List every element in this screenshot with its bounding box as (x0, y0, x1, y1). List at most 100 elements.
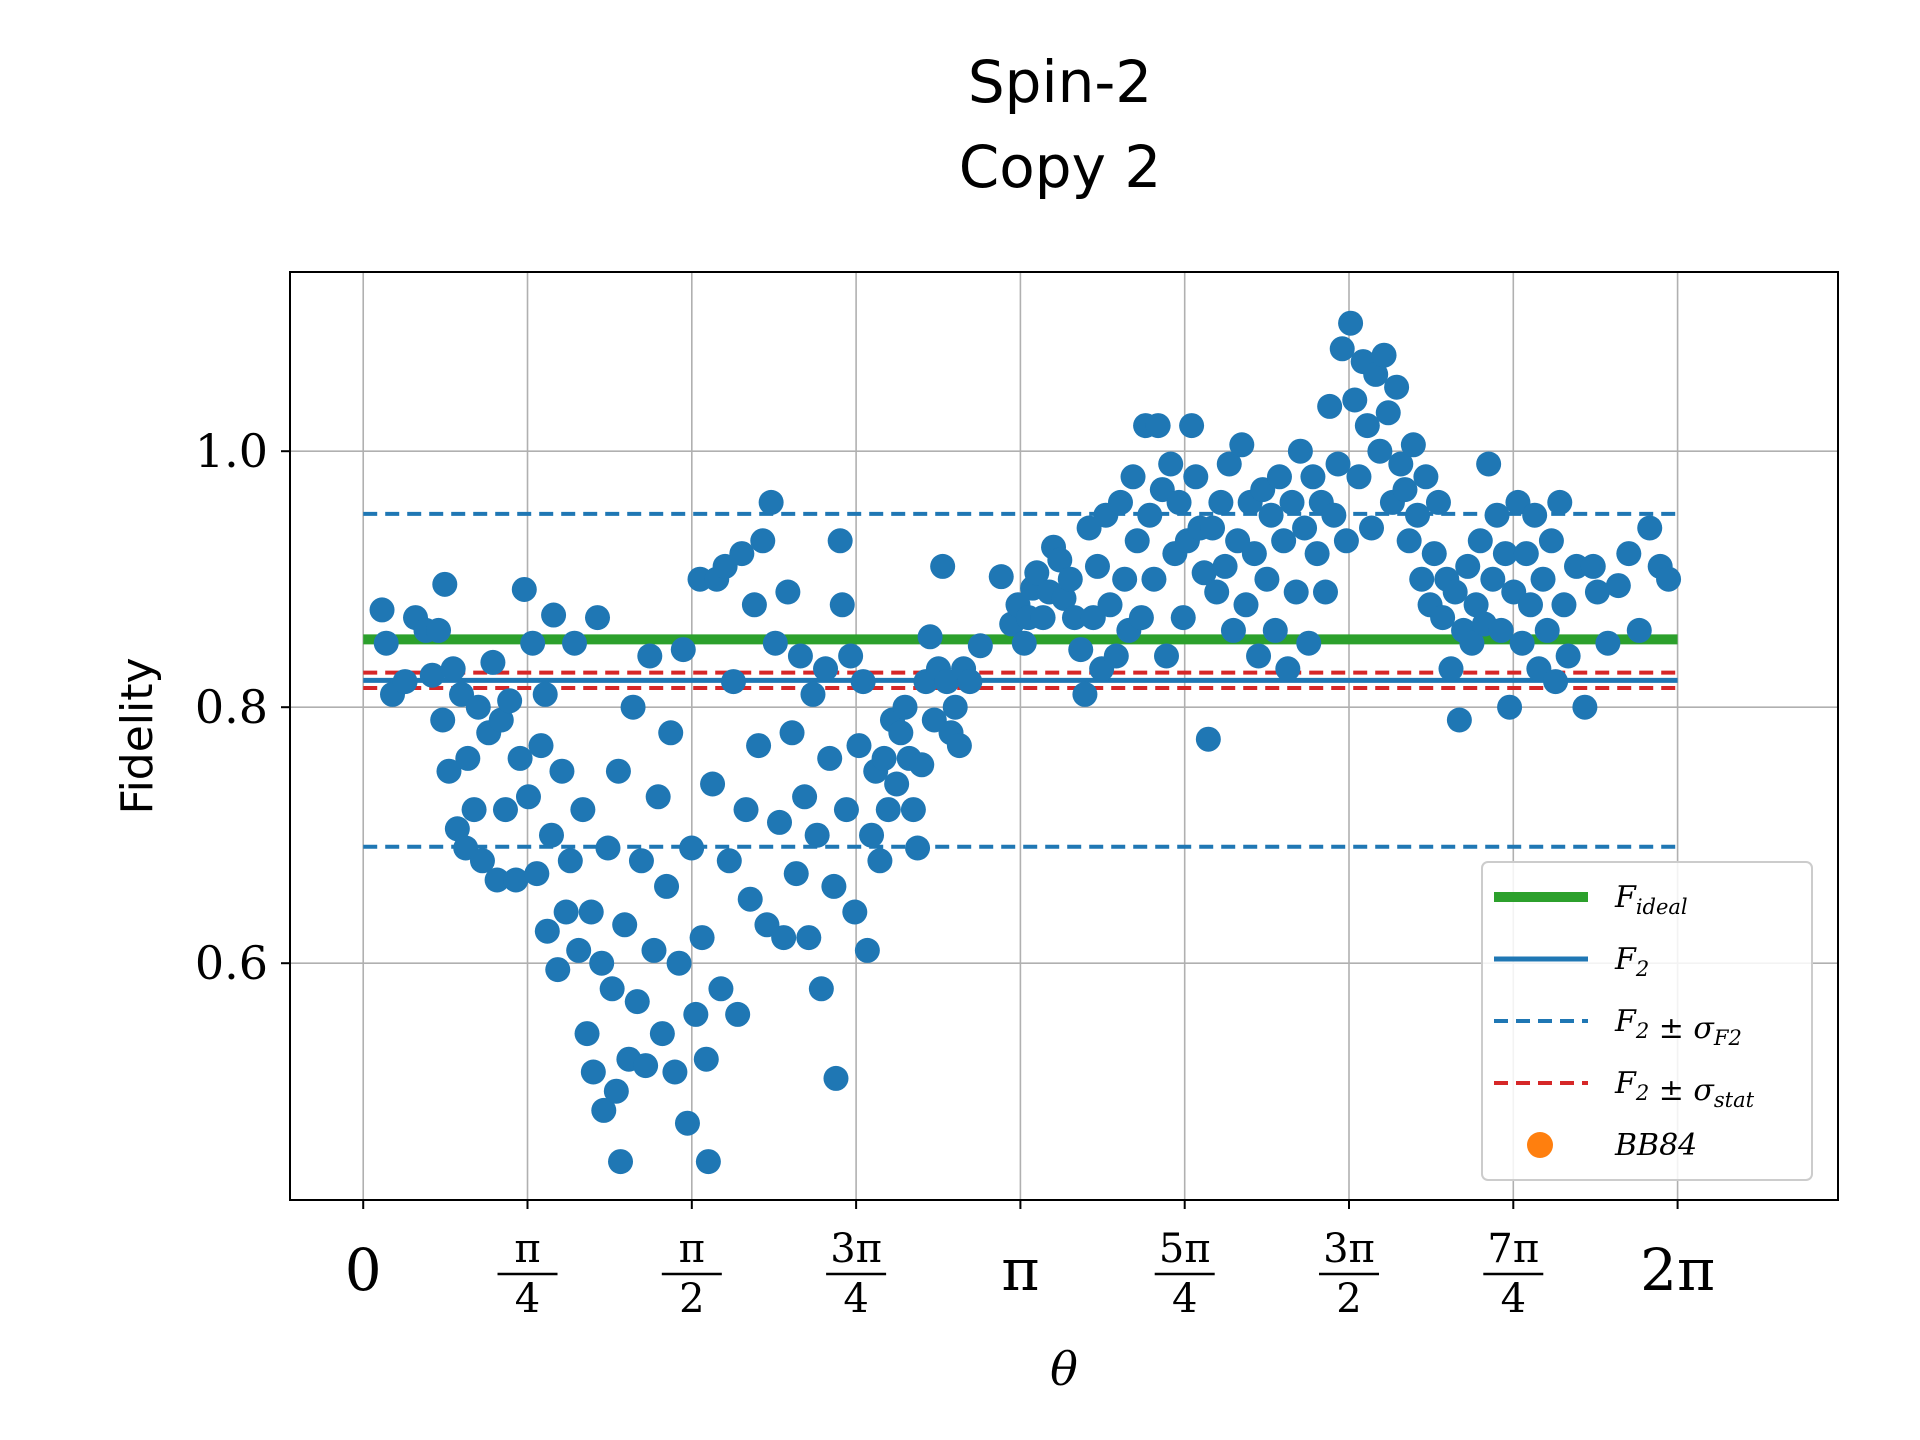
data-point (1551, 592, 1577, 618)
x-tick-label-denominator: 4 (843, 1276, 868, 1322)
data-point (679, 835, 705, 861)
data-point (833, 797, 859, 823)
data-point (503, 867, 529, 893)
data-point (1442, 579, 1468, 605)
chart-title-line-1: Spin-2 (968, 48, 1152, 116)
data-point (1547, 489, 1573, 515)
data-point (695, 1149, 721, 1175)
data-point (662, 1059, 688, 1085)
data-point (1212, 553, 1238, 579)
data-point (524, 861, 550, 887)
data-point (750, 528, 776, 554)
data-point (1030, 605, 1056, 631)
y-tick-label: 1.0 (195, 424, 268, 478)
data-point (430, 707, 456, 733)
data-point (693, 1046, 719, 1072)
data-point (808, 976, 834, 1002)
data-point (871, 745, 897, 771)
data-point (1266, 464, 1292, 490)
data-point (1271, 528, 1297, 554)
data-point (1051, 585, 1077, 611)
data-point (729, 541, 755, 567)
data-point (867, 848, 893, 874)
data-point (520, 630, 546, 656)
data-point (850, 669, 876, 695)
data-point (1254, 566, 1280, 592)
data-point (1497, 694, 1523, 720)
legend-label: F2 ± σstat (1614, 1066, 1755, 1112)
data-point (528, 733, 554, 759)
data-point (553, 899, 579, 925)
data-point (1530, 566, 1556, 592)
data-point (700, 771, 726, 797)
data-point (1421, 541, 1447, 567)
data-point (628, 848, 654, 874)
data-point (1580, 553, 1606, 579)
data-point (917, 624, 943, 650)
data-point (578, 899, 604, 925)
data-point (645, 784, 671, 810)
data-point (1317, 393, 1343, 419)
data-point (875, 797, 901, 823)
data-point (1484, 502, 1510, 528)
data-point (1359, 515, 1385, 541)
data-point (737, 886, 763, 912)
data-point (620, 694, 646, 720)
legend-marker-dot (1527, 1132, 1553, 1158)
data-point (1626, 617, 1652, 643)
data-point (1191, 560, 1217, 586)
data-point (1480, 566, 1506, 592)
y-tick-label: 0.6 (195, 936, 268, 990)
data-point (654, 873, 680, 899)
data-point (541, 602, 567, 628)
data-point (497, 688, 523, 714)
data-point (733, 797, 759, 823)
data-point (1300, 464, 1326, 490)
data-point (900, 797, 926, 823)
data-point (666, 950, 692, 976)
data-point (1304, 541, 1330, 567)
data-point (633, 1053, 659, 1079)
data-point (1241, 541, 1267, 567)
data-point (511, 576, 537, 602)
x-tick-label-numerator: π (679, 1226, 705, 1272)
data-point (817, 745, 843, 771)
data-point (942, 694, 968, 720)
data-point (674, 1110, 700, 1136)
data-point (641, 937, 667, 963)
x-tick-label-numerator: 3π (830, 1226, 882, 1272)
data-point (708, 976, 734, 1002)
data-point (1061, 605, 1087, 631)
data-point (426, 617, 452, 643)
x-tick-label-denominator: 2 (1336, 1276, 1361, 1322)
data-point (846, 733, 872, 759)
legend-box (1481, 861, 1813, 1181)
data-point (1656, 566, 1682, 592)
data-point (762, 630, 788, 656)
data-point (484, 867, 510, 893)
data-point (1371, 342, 1397, 368)
x-axis-label: θ (1050, 1342, 1078, 1396)
data-point (1321, 502, 1347, 528)
data-point (1425, 489, 1451, 515)
data-point (892, 694, 918, 720)
data-point (884, 771, 910, 797)
data-point (1367, 438, 1393, 464)
data-point (888, 720, 914, 746)
data-point (1195, 726, 1221, 752)
data-point (787, 643, 813, 669)
data-point (585, 605, 611, 631)
data-point (1279, 489, 1305, 515)
data-point (1296, 630, 1322, 656)
data-point (1375, 400, 1401, 426)
data-point (1637, 515, 1663, 541)
data-point (1346, 464, 1372, 490)
legend-label: F2 ± σF2 (1614, 1004, 1742, 1050)
data-point (796, 925, 822, 951)
data-point (1342, 387, 1368, 413)
data-point (1258, 502, 1284, 528)
data-point (1072, 681, 1098, 707)
data-point (1220, 617, 1246, 643)
data-point (1179, 413, 1205, 439)
data-point (515, 784, 541, 810)
